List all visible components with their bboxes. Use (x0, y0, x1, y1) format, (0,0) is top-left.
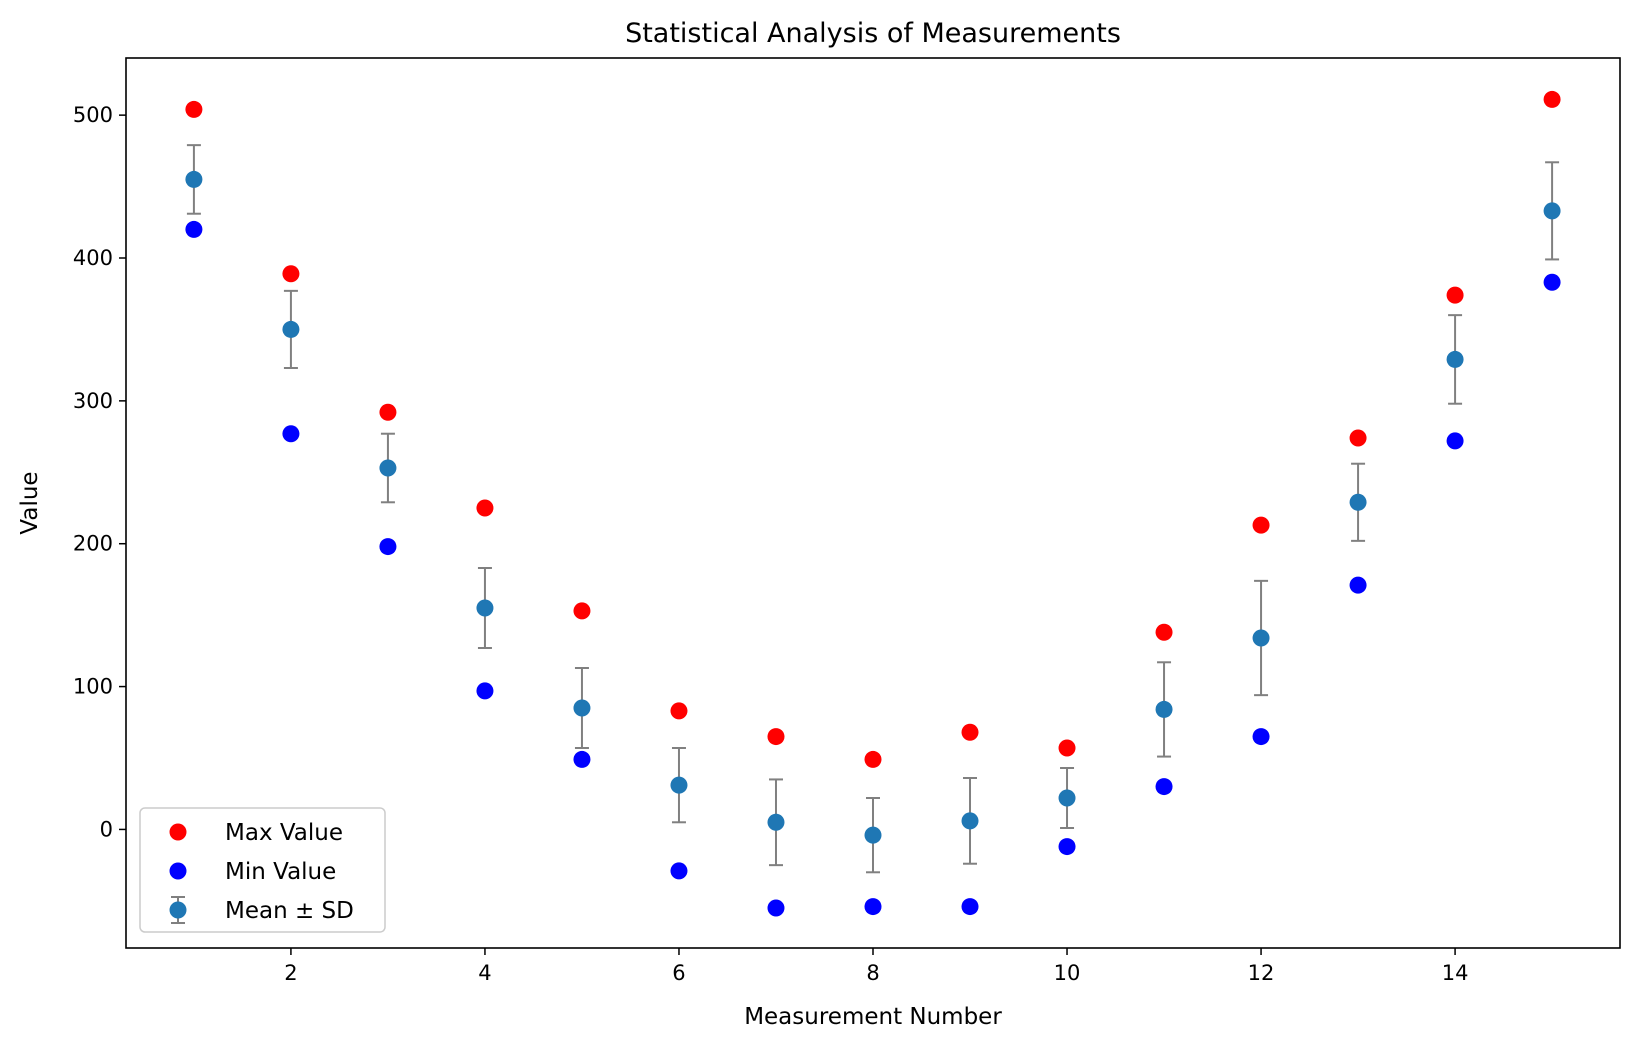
y-tick-label: 300 (73, 389, 113, 413)
x-tick-label: 2 (284, 961, 297, 985)
y-tick-label: 200 (73, 532, 113, 556)
min-value-point (573, 750, 591, 768)
plot-frame (125, 57, 1621, 949)
mean-sd-point (767, 813, 785, 831)
max-value-point (1155, 623, 1173, 641)
legend-marker (169, 901, 187, 919)
mean-sd-point (1349, 493, 1367, 511)
min-value-point (1058, 838, 1076, 856)
min-value-point (476, 682, 494, 700)
x-tick-label: 12 (1248, 961, 1275, 985)
axis-ticks: 2 4 6 8 10 12 14 0 100 200 300 400 500 (73, 103, 1469, 985)
mean-sd-point (282, 320, 300, 338)
legend-marker (169, 823, 187, 841)
min-value-point (1349, 576, 1367, 594)
min-value-point (1543, 273, 1561, 291)
min-value-point (1446, 432, 1464, 450)
mean-sd-point (961, 812, 979, 830)
max-value-point (864, 750, 882, 768)
y-axis-label: Value (17, 471, 43, 534)
max-value-point (185, 100, 203, 118)
max-value-point (1446, 286, 1464, 304)
max-value-point (282, 265, 300, 283)
series-mean-sd (185, 144, 1561, 874)
legend-label: Max Value (225, 820, 343, 846)
mean-sd-point (670, 776, 688, 794)
x-tick-label: 8 (866, 961, 879, 985)
x-tick-label: 6 (672, 961, 685, 985)
mean-sd-point (185, 170, 203, 188)
max-value-point (476, 499, 494, 517)
min-value-point (961, 898, 979, 916)
max-value-point (767, 728, 785, 746)
x-tick-label: 14 (1442, 961, 1469, 985)
mean-sd-point (1252, 629, 1270, 647)
mean-sd-point (476, 599, 494, 617)
max-value-point (1543, 90, 1561, 108)
max-value-point (379, 403, 397, 421)
min-value-point (864, 898, 882, 916)
x-axis-label: Measurement Number (744, 1004, 1002, 1030)
min-value-point (1252, 728, 1270, 746)
series-layer (185, 90, 1561, 917)
max-value-point (1058, 739, 1076, 757)
min-value-point (1155, 778, 1173, 796)
series-max-value (185, 90, 1561, 768)
min-value-point (767, 899, 785, 917)
min-value-point (379, 538, 397, 556)
max-value-point (573, 602, 591, 620)
x-tick-label: 10 (1054, 961, 1081, 985)
y-tick-label: 0 (100, 817, 113, 841)
mean-sd-point (573, 699, 591, 717)
plot-area: 2 4 6 8 10 12 14 0 100 200 300 400 500 (73, 57, 1621, 985)
mean-sd-point (379, 459, 397, 477)
mean-sd-point (864, 826, 882, 844)
mean-sd-point (1543, 202, 1561, 220)
mean-sd-point (1446, 350, 1464, 368)
chart-title: Statistical Analysis of Measurements (625, 18, 1121, 49)
max-value-point (961, 723, 979, 741)
max-value-point (1252, 516, 1270, 534)
max-value-point (1349, 429, 1367, 447)
series-min-value (185, 220, 1561, 917)
legend-label: Mean ± SD (225, 898, 354, 924)
min-value-point (185, 220, 203, 238)
legend-label: Min Value (225, 859, 336, 885)
max-value-point (670, 702, 688, 720)
x-tick-label: 4 (478, 961, 491, 985)
min-value-point (670, 862, 688, 880)
min-value-point (282, 425, 300, 443)
legend-frame (139, 807, 386, 933)
legend: Max Value Min Value Mean ± SD (139, 807, 386, 933)
mean-sd-point (1058, 789, 1076, 807)
y-tick-label: 100 (73, 675, 113, 699)
legend-marker (169, 862, 187, 880)
y-tick-label: 400 (73, 246, 113, 270)
mean-sd-point (1155, 700, 1173, 718)
y-tick-label: 500 (73, 103, 113, 127)
